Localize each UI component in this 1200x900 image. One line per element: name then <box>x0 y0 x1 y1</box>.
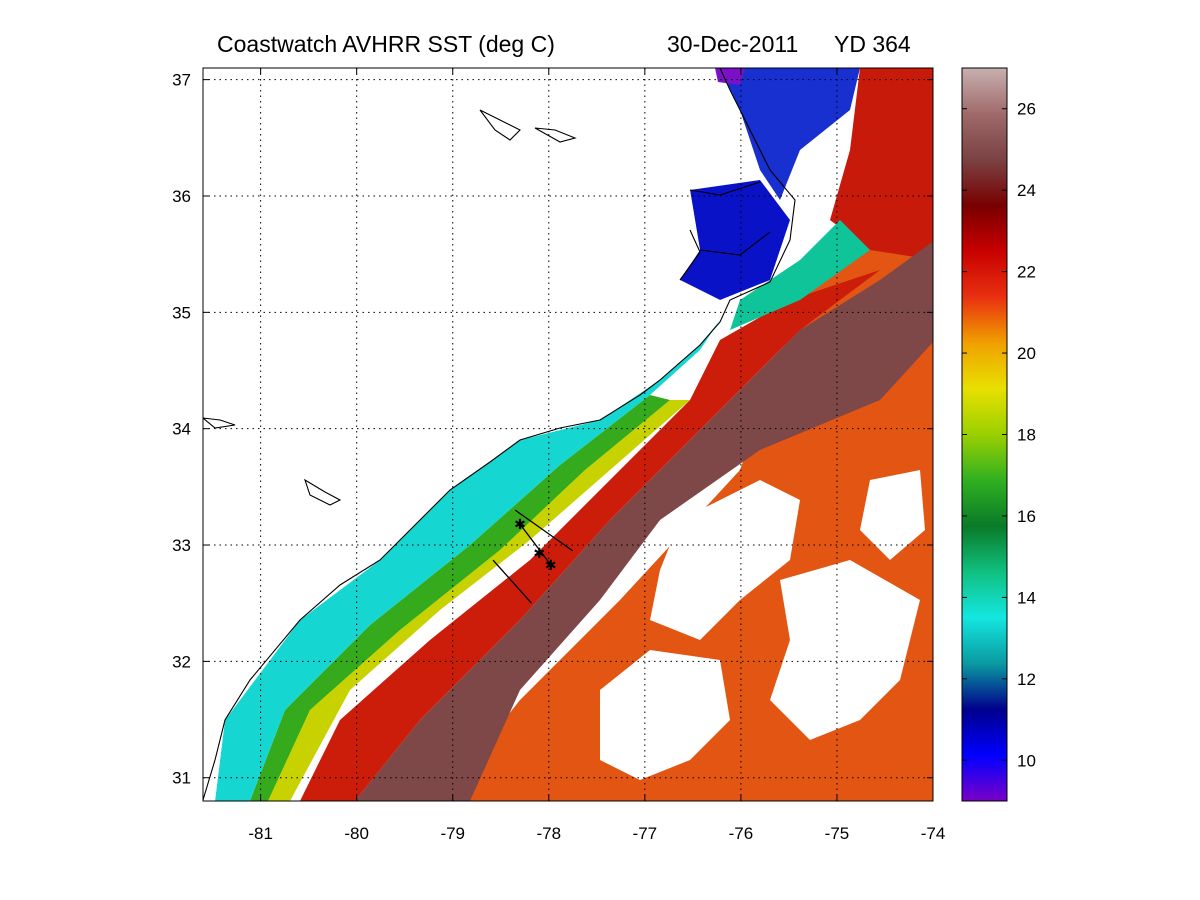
latitude-axis: 31 32 33 34 35 36 37 <box>172 71 933 788</box>
station-marker: ✱ <box>514 517 526 533</box>
sst-slope-red <box>300 270 880 801</box>
lon-tick-label: -79 <box>440 824 465 843</box>
lat-tick-label: 37 <box>172 71 191 90</box>
station-line <box>519 523 552 566</box>
sst-pamlico-sound <box>680 180 790 300</box>
title-yearday: YD 364 <box>834 31 911 57</box>
coastline <box>203 68 796 801</box>
lon-tick-label: -76 <box>729 824 754 843</box>
cloud-mask-4 <box>860 470 925 560</box>
colorbar-tick-label: 14 <box>1017 588 1036 607</box>
cloud-mask-1 <box>650 480 800 640</box>
land-mass <box>203 68 740 801</box>
lat-tick-label: 36 <box>172 187 191 206</box>
colorbar-tick-label: 12 <box>1017 670 1036 689</box>
station-marker: ✱ <box>545 558 557 574</box>
station-markers: ✱✱✱ <box>514 517 556 574</box>
lat-tick-label: 34 <box>172 420 191 439</box>
title-source: Coastwatch AVHRR SST (deg C) <box>217 31 555 57</box>
cloud-mask-3 <box>770 560 920 740</box>
title-date: 30-Dec-2011 <box>667 31 798 57</box>
lon-tick-label: -77 <box>633 824 658 843</box>
sound-coastline <box>679 181 771 281</box>
lon-tick-label: -74 <box>921 824 946 843</box>
longitude-axis: -81 -80 -79 -78 -77 -76 -75 -74 <box>248 68 945 843</box>
sst-shelf-cyan <box>215 320 720 801</box>
lon-tick-label: -78 <box>537 824 562 843</box>
cloud-mask-2 <box>600 650 730 780</box>
map-grid <box>203 68 933 801</box>
station-marker: ✱ <box>533 546 545 562</box>
lat-tick-label: 33 <box>172 536 191 555</box>
colorbar-tick-label: 20 <box>1017 344 1036 363</box>
colorbar-tick-label: 18 <box>1017 426 1036 445</box>
colorbar-ticks: 10 12 14 16 18 20 22 24 26 <box>962 100 1036 770</box>
sst-map: ✱✱✱ <box>203 68 933 801</box>
colorbar: 10 12 14 16 18 20 22 24 26 <box>961 67 1036 802</box>
colorbar-tick-label: 26 <box>1017 100 1036 119</box>
transect-line <box>492 559 532 604</box>
colorbar-tick-label: 22 <box>1017 263 1036 282</box>
lon-tick-label: -80 <box>344 824 369 843</box>
lon-tick-label: -75 <box>825 824 850 843</box>
inland-lake-1 <box>479 109 521 141</box>
sst-offshore-red-north <box>830 68 933 260</box>
colorbar-tick-label: 24 <box>1017 181 1036 200</box>
colorbar-tick-label: 16 <box>1017 507 1036 526</box>
colorbar-scale <box>961 67 1008 802</box>
sst-northern-coastal-blue <box>720 68 860 200</box>
lat-tick-label: 35 <box>172 303 191 322</box>
lat-tick-label: 32 <box>172 652 191 671</box>
lon-tick-label: -81 <box>248 824 273 843</box>
transect-line <box>514 509 574 552</box>
sst-shelf-teal-north <box>730 220 870 330</box>
sst-gulf-stream-core <box>355 241 933 801</box>
lat-tick-label: 31 <box>172 769 191 788</box>
inland-lake-3 <box>304 478 342 506</box>
colorbar-tick-label: 10 <box>1017 751 1036 770</box>
transect-lines <box>492 509 574 604</box>
sst-front-yellow <box>268 400 690 801</box>
inland-lake-4 <box>203 417 236 429</box>
map-frame <box>202 67 934 802</box>
